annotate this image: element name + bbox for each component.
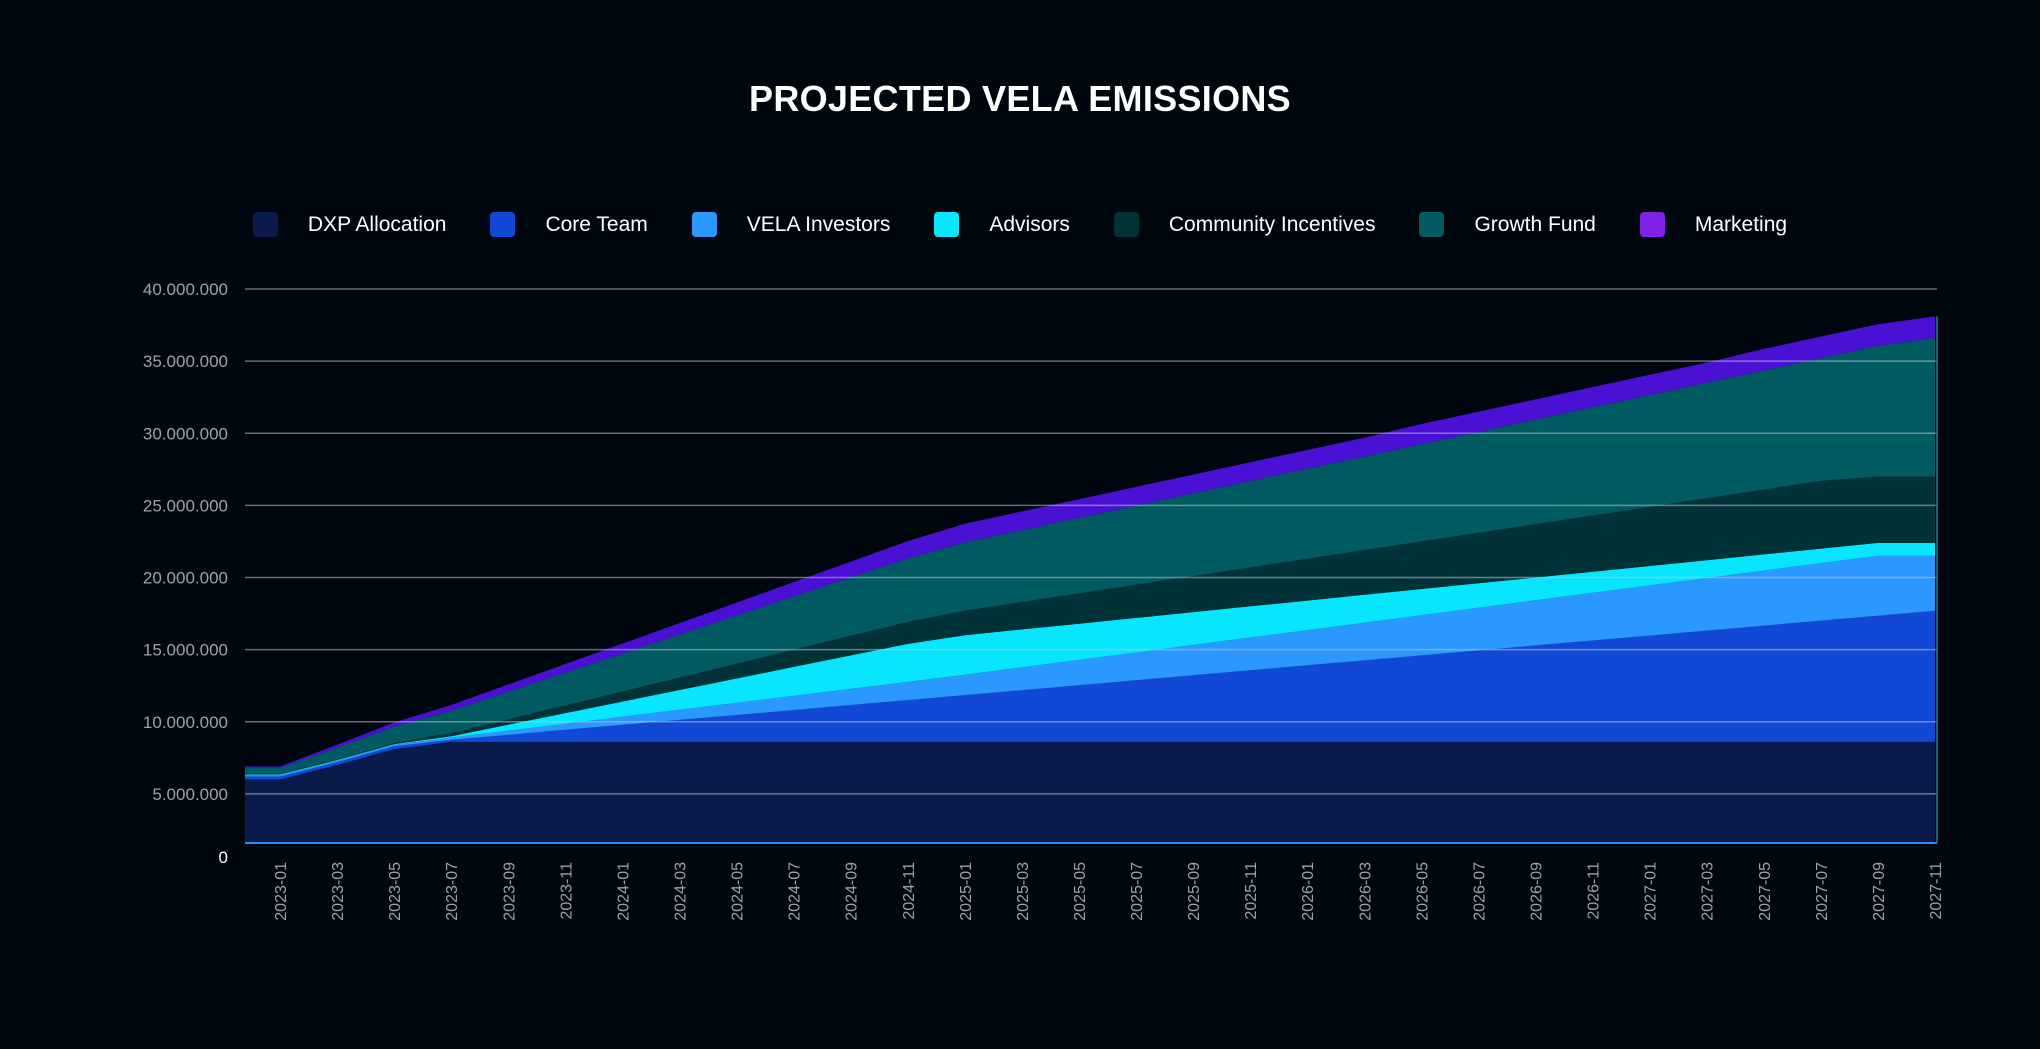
x-tick-label: 2027-11	[1928, 862, 1945, 920]
x-tick-label: 2025-05	[1072, 862, 1089, 921]
y-tick-label: 35.000.000	[143, 352, 228, 371]
x-tick-label: 2025-03	[1015, 862, 1032, 921]
x-tick-label: 2026-05	[1414, 862, 1431, 921]
area-group	[245, 316, 1935, 843]
x-tick-label: 2026-11	[1586, 862, 1603, 920]
x-tick-label: 2024-11	[901, 862, 918, 920]
legend-item-advisors[interactable]: Advisors	[934, 212, 1070, 237]
x-tick-label: 2027-01	[1643, 862, 1660, 921]
x-tick-label: 2024-09	[844, 862, 861, 921]
legend-swatch	[934, 212, 960, 237]
x-tick-label: 2024-05	[730, 862, 747, 921]
x-tick-label: 2023-11	[558, 862, 575, 920]
area-core-team	[245, 610, 1935, 780]
x-tick-label: 2025-09	[1186, 862, 1203, 921]
y-tick-label: 30.000.000	[143, 424, 228, 443]
y-tick-label: 10.000.000	[143, 713, 228, 732]
x-tick-label: 2023-05	[387, 862, 404, 921]
x-tick-label: 2027-03	[1700, 862, 1717, 921]
y-tick-label: 40.000.000	[143, 280, 228, 299]
legend-swatch	[1113, 212, 1139, 237]
legend-swatch	[1639, 212, 1665, 237]
legend-item-core-team[interactable]: Core Team	[490, 212, 648, 237]
legend-item-vela-investors[interactable]: VELA Investors	[691, 212, 891, 237]
x-tick-label: 2025-11	[1243, 862, 1260, 920]
chart-title: PROJECTED VELA EMISSIONS	[749, 78, 1291, 119]
x-tick-label: 2026-01	[1300, 862, 1317, 921]
x-tick-label: 2023-01	[273, 862, 290, 921]
x-tick-label: 2024-07	[787, 862, 804, 921]
legend-swatch	[252, 212, 278, 237]
area-vela-investors	[245, 555, 1935, 777]
x-tick-label: 2025-07	[1129, 862, 1146, 921]
x-tick-label: 2027-09	[1871, 862, 1888, 921]
legend-item-growth-fund[interactable]: Growth Fund	[1419, 212, 1596, 237]
x-tick-label: 2026-09	[1529, 862, 1546, 921]
legend-label: Advisors	[989, 212, 1070, 236]
x-tick-label: 2026-03	[1357, 862, 1374, 921]
legend-label: Community Incentives	[1168, 212, 1376, 236]
legend-swatch	[490, 212, 516, 237]
legend-label: Growth Fund	[1474, 212, 1596, 236]
legend-label: VELA Investors	[746, 212, 891, 236]
area-community-incentives	[245, 476, 1935, 775]
legend-label: DXP Allocation	[307, 212, 447, 236]
legend-swatch	[1419, 212, 1445, 237]
x-tick-label: 2027-05	[1757, 862, 1774, 921]
legend-item-dxp-allocation[interactable]: DXP Allocation	[252, 212, 447, 237]
legend: DXP Allocation Core Team VELA Investors Adv…	[0, 212, 2040, 237]
x-tick-label: 2023-07	[444, 862, 461, 921]
area-growth-fund	[245, 338, 1935, 774]
legend-item-community-incentives[interactable]: Community Incentives	[1113, 212, 1376, 237]
y-tick-label: 15.000.000	[143, 641, 228, 660]
legend-label: Marketing	[1694, 212, 1788, 236]
y-tick-label: 20.000.000	[143, 569, 228, 588]
legend-item-marketing[interactable]: Marketing	[1639, 212, 1788, 237]
x-tick-label: 2024-03	[672, 862, 689, 921]
x-tick-label: 2026-07	[1471, 862, 1488, 921]
x-tick-label: 2024-01	[615, 862, 632, 921]
area-dxp-allocation	[245, 741, 1935, 843]
x-tick-label: 2025-01	[958, 862, 975, 921]
legend-label: Core Team	[545, 212, 648, 236]
legend-swatch	[691, 212, 717, 237]
x-tick-label: 2023-09	[501, 862, 518, 921]
y-tick-label: 5.000.000	[152, 785, 228, 804]
y-tick-label: 25.000.000	[143, 496, 228, 515]
x-tick-label: 2027-07	[1814, 862, 1831, 921]
y-tick-label: 0	[219, 848, 228, 867]
x-tick-label: 2023-03	[330, 862, 347, 921]
area-advisors	[245, 542, 1935, 776]
